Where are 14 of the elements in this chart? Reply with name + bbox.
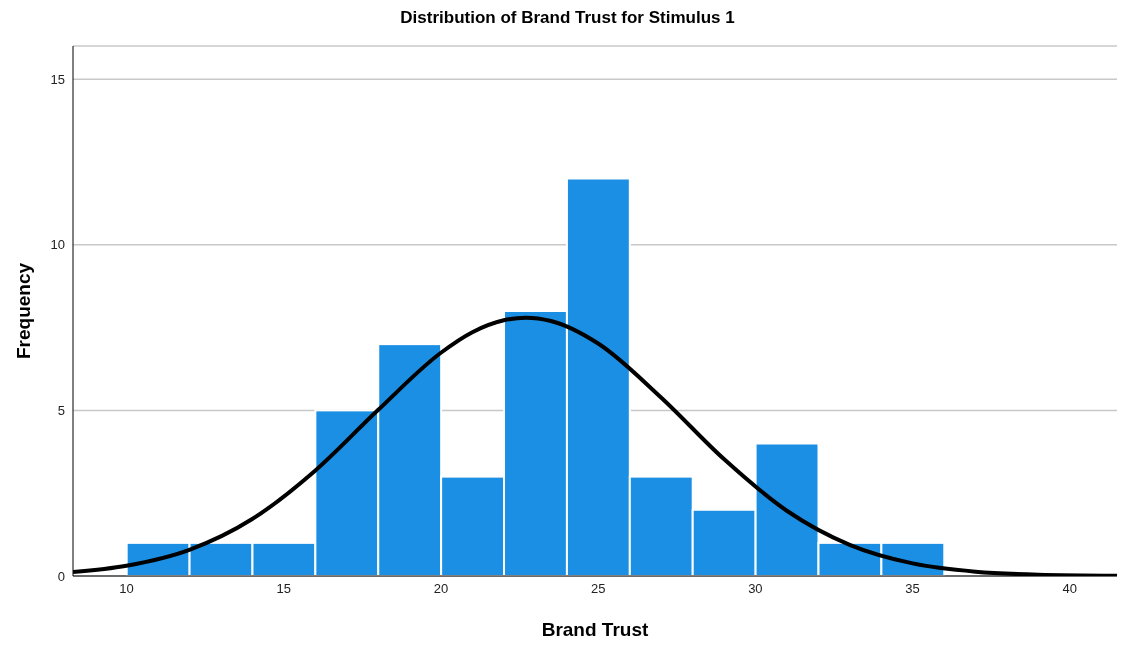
x-tick-label: 35 — [905, 581, 920, 597]
x-tick-label: 15 — [276, 581, 291, 597]
x-tick-label: 25 — [590, 581, 606, 597]
y-axis-title: Frequency — [12, 262, 34, 360]
chart-title: Distribution of Brand Trust for Stimulus 1 — [399, 8, 736, 29]
x-tick-label: 10 — [119, 581, 134, 597]
y-tick-label: 15 — [50, 71, 65, 87]
y-tick-label: 0 — [57, 568, 65, 584]
x-tick-label: 30 — [748, 581, 763, 597]
x-tick-label: 40 — [1062, 581, 1078, 597]
y-tick-label: 5 — [57, 402, 65, 418]
x-tick-label: 20 — [433, 581, 449, 597]
x-axis-title: Brand Trust — [541, 619, 649, 640]
y-tick-label: 10 — [50, 237, 65, 253]
